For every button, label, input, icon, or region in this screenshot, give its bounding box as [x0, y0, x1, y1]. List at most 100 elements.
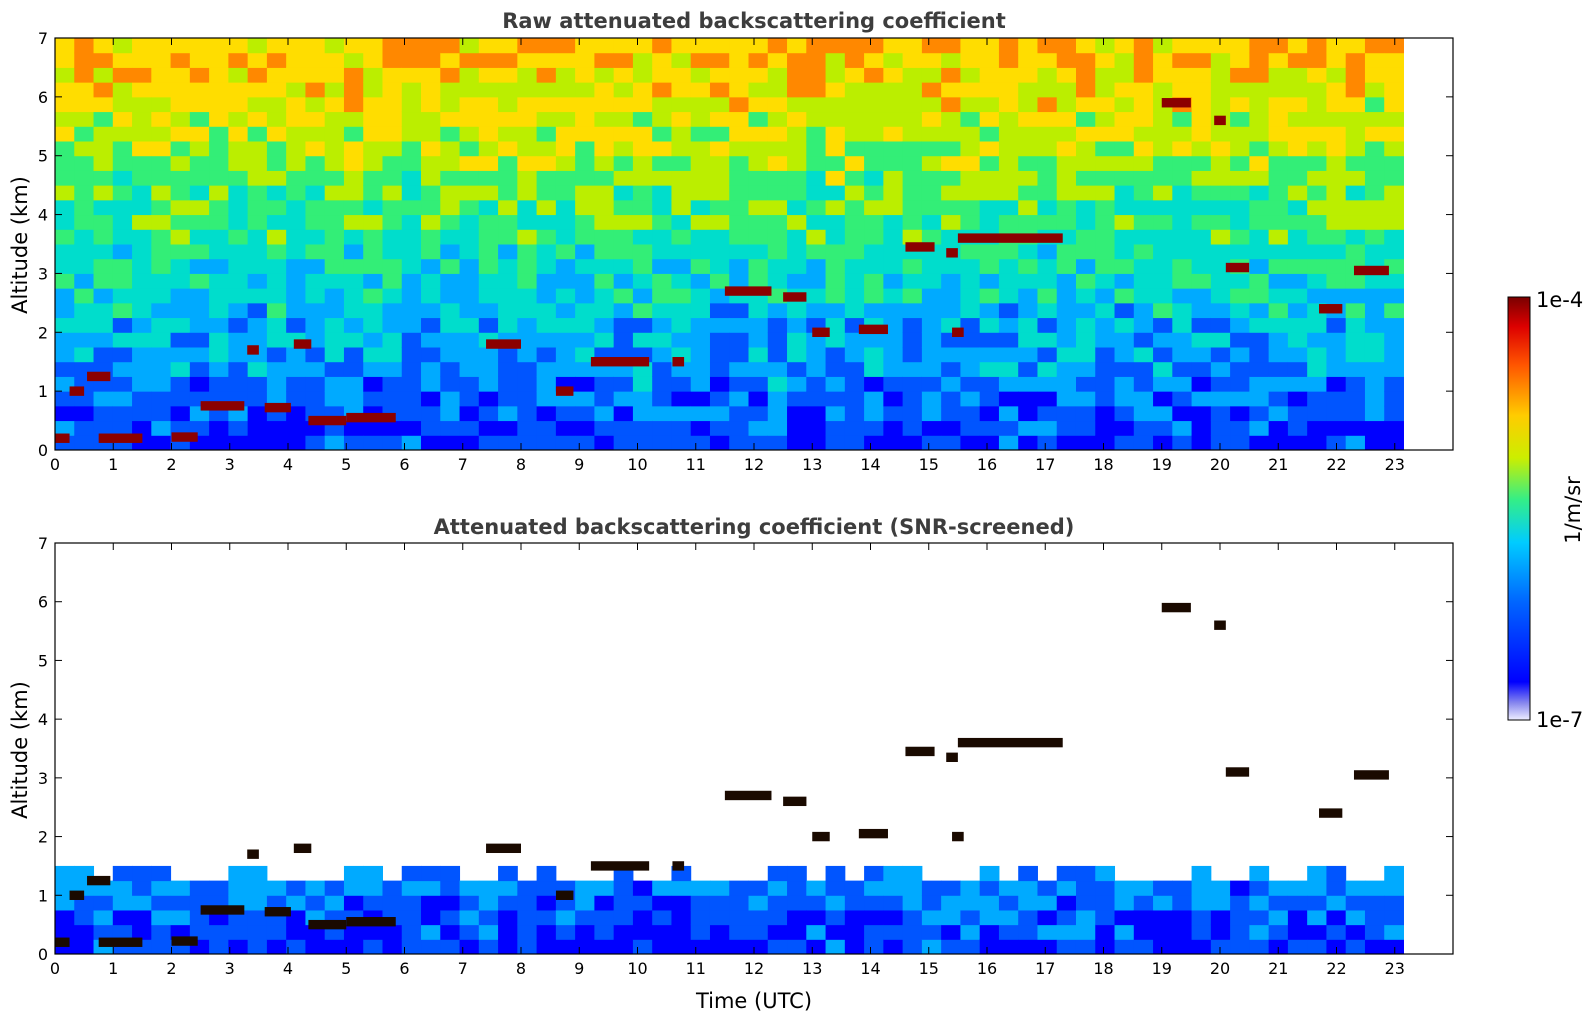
backscatter-cell — [247, 391, 268, 407]
backscatter-cell — [825, 96, 846, 113]
backscatter-cell — [498, 909, 518, 926]
backscatter-cell — [1133, 302, 1154, 319]
backscatter-cell — [864, 258, 884, 274]
backscatter-cell — [941, 909, 961, 926]
backscatter-cell — [421, 332, 441, 348]
backscatter-cell — [189, 185, 210, 201]
backscatter-cell — [1384, 111, 1404, 127]
backscatter-cell — [941, 302, 961, 319]
backscatter-cell — [1384, 391, 1404, 407]
backscatter-cell — [1037, 199, 1058, 216]
backscatter-cell — [189, 111, 210, 127]
backscatter-cell — [132, 317, 152, 333]
backscatter-cell — [902, 302, 923, 319]
cloud-layer — [98, 433, 143, 443]
backscatter-cell — [594, 302, 615, 319]
backscatter-cell — [343, 229, 364, 245]
backscatter-cell — [787, 405, 807, 422]
backscatter-cell — [1384, 302, 1404, 319]
backscatter-cell — [478, 420, 499, 436]
backscatter-cell — [1307, 214, 1327, 230]
backscatter-cell — [1345, 82, 1366, 98]
cloud-layer — [264, 402, 291, 413]
backscatter-cell — [844, 258, 865, 274]
backscatter-cell — [690, 170, 711, 186]
backscatter-cell — [363, 273, 383, 289]
backscatter-cell — [709, 214, 730, 230]
backscatter-cell — [93, 82, 114, 98]
backscatter-cell — [1095, 405, 1116, 422]
backscatter-cell — [401, 170, 422, 186]
backscatter-cell — [787, 38, 807, 54]
backscatter-cell — [112, 317, 133, 333]
backscatter-cell — [594, 229, 615, 245]
backscatter-cell — [228, 361, 249, 377]
backscatter-cell — [941, 185, 961, 201]
backscatter-cell — [941, 170, 961, 186]
backscatter-cell — [266, 111, 287, 127]
backscatter-cell — [1268, 317, 1289, 333]
backscatter-cell — [555, 347, 576, 363]
backscatter-cell — [421, 52, 441, 68]
bottom-panel-ylabel: Altitude (km) — [8, 681, 32, 819]
backscatter-cell — [921, 170, 942, 186]
backscatter-cell — [1287, 405, 1308, 422]
backscatter-cell — [921, 405, 942, 422]
backscatter-cell — [844, 244, 865, 260]
backscatter-cell — [594, 199, 615, 216]
backscatter-cell — [979, 347, 1000, 363]
backscatter-cell — [941, 288, 961, 304]
backscatter-cell — [864, 405, 884, 422]
backscatter-cell — [421, 939, 441, 954]
backscatter-cell — [228, 199, 249, 216]
backscatter-cell — [652, 361, 672, 377]
backscatter-cell — [247, 67, 268, 83]
backscatter-cell — [440, 435, 461, 450]
cloud-layer — [346, 917, 396, 927]
cloud-layer — [672, 357, 685, 367]
backscatter-cell — [189, 332, 210, 348]
backscatter-cell — [266, 332, 287, 348]
x-tick-label: 16 — [977, 455, 997, 474]
backscatter-cell — [767, 244, 788, 260]
backscatter-cell — [305, 317, 326, 333]
backscatter-cell — [1095, 273, 1116, 289]
backscatter-cell — [286, 214, 306, 230]
backscatter-cell — [1114, 214, 1135, 230]
backscatter-cell — [883, 420, 904, 436]
backscatter-cell — [883, 67, 904, 83]
backscatter-cell — [343, 214, 364, 230]
backscatter-cell — [902, 111, 923, 127]
backscatter-cell — [921, 141, 942, 157]
backscatter-cell — [883, 155, 904, 171]
backscatter-cell — [1384, 317, 1404, 333]
backscatter-cell — [767, 214, 788, 230]
backscatter-cell — [1191, 391, 1212, 407]
backscatter-cell — [1037, 391, 1058, 407]
x-tick-label: 2 — [166, 455, 176, 474]
backscatter-cell — [1307, 865, 1327, 882]
backscatter-cell — [305, 288, 326, 304]
backscatter-cell — [690, 376, 711, 392]
backscatter-cell — [1268, 185, 1289, 201]
x-tick-label: 8 — [516, 455, 526, 474]
backscatter-cell — [151, 214, 172, 230]
cloud-layer — [55, 433, 70, 443]
backscatter-cell — [189, 361, 210, 377]
backscatter-cell — [151, 302, 172, 319]
backscatter-cell — [1153, 126, 1173, 142]
backscatter-cell — [247, 141, 268, 157]
backscatter-cell — [401, 111, 422, 127]
backscatter-cell — [960, 170, 981, 186]
backscatter-cell — [1153, 111, 1173, 127]
backscatter-cell — [1133, 155, 1154, 171]
backscatter-cell — [1018, 185, 1038, 201]
backscatter-cell — [382, 258, 403, 274]
backscatter-cell — [1172, 126, 1193, 142]
backscatter-cell — [1133, 126, 1154, 142]
backscatter-cell — [729, 909, 750, 926]
backscatter-cell — [209, 420, 229, 436]
backscatter-cell — [1172, 435, 1193, 450]
backscatter-cell — [93, 214, 114, 230]
backscatter-cell — [112, 273, 133, 289]
